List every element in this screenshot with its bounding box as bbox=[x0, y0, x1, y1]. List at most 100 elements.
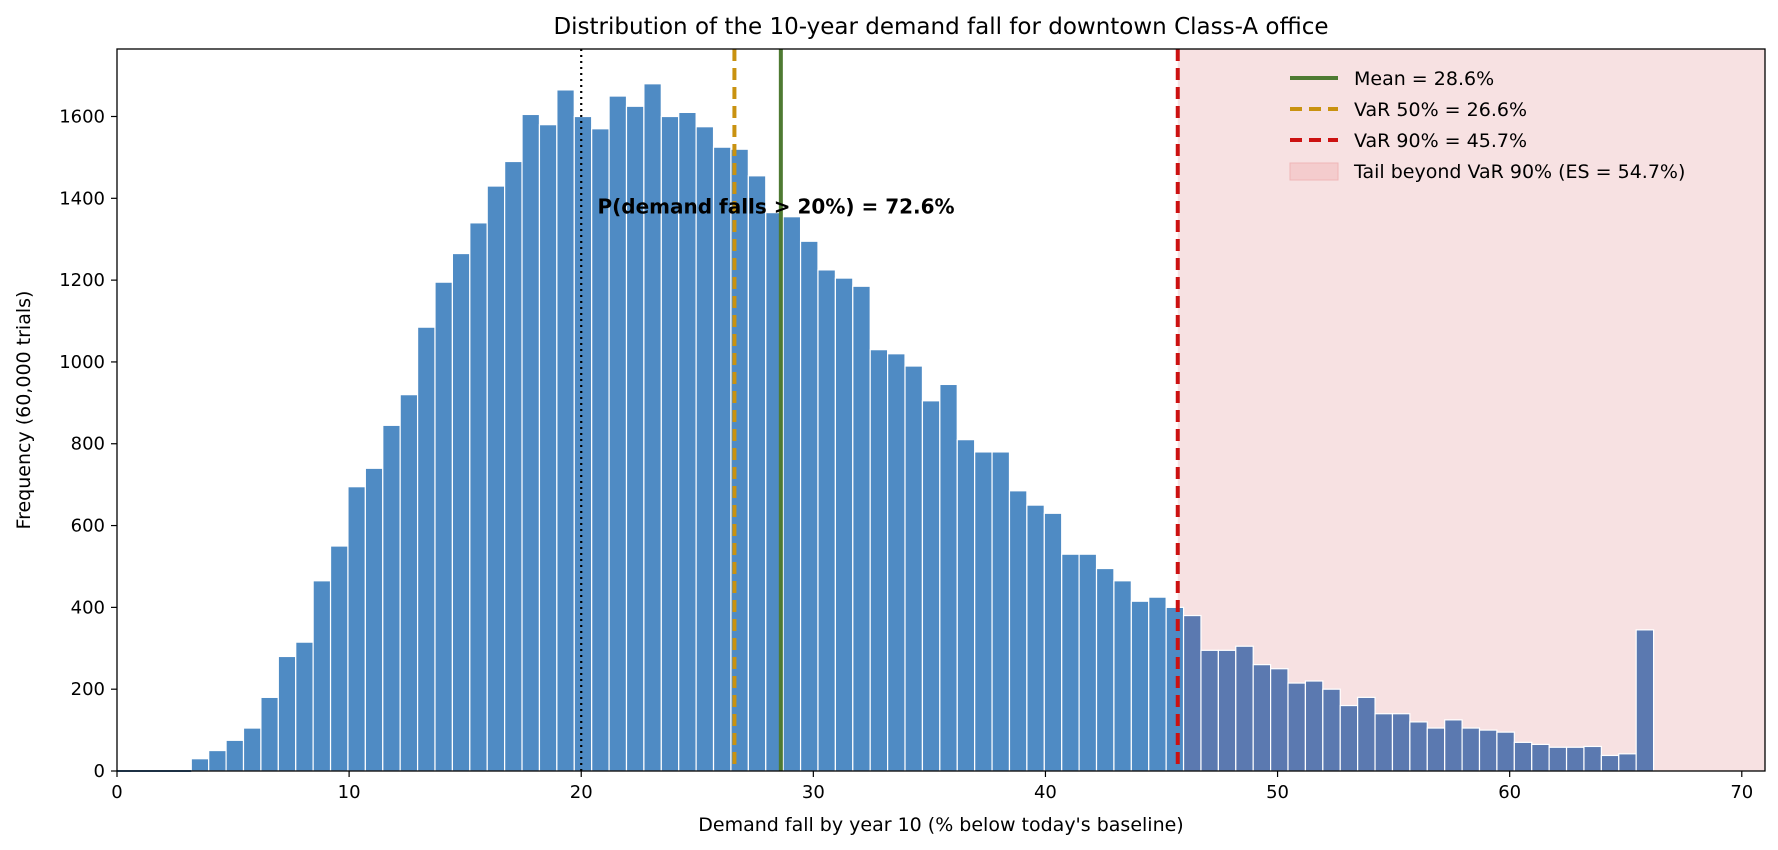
legend-label: VaR 50% = 26.6% bbox=[1354, 99, 1527, 121]
histogram-bar bbox=[1165, 606, 1185, 772]
histogram-bar bbox=[782, 216, 802, 772]
histogram-bar bbox=[799, 240, 819, 772]
histogram-bar bbox=[1357, 696, 1376, 772]
histogram-bar bbox=[399, 394, 419, 772]
histogram-bar bbox=[1426, 727, 1446, 772]
histogram-bar bbox=[834, 277, 854, 772]
histogram-bar bbox=[1513, 741, 1533, 772]
histogram-bar bbox=[1078, 553, 1098, 772]
legend-label: VaR 90% = 45.7% bbox=[1354, 130, 1527, 152]
histogram-bar bbox=[190, 758, 210, 772]
histogram-bar bbox=[242, 727, 262, 772]
histogram-bar bbox=[643, 83, 662, 772]
tail-region-layer bbox=[1177, 49, 1765, 771]
histogram-bar bbox=[1287, 682, 1307, 772]
histogram-bar bbox=[939, 383, 958, 772]
histogram-bar bbox=[1444, 719, 1463, 772]
histogram-bar bbox=[1600, 754, 1620, 772]
histogram-bar bbox=[295, 641, 314, 772]
histogram-bar bbox=[712, 146, 732, 772]
x-tick-label: 20 bbox=[570, 782, 593, 803]
x-tick-label: 0 bbox=[111, 782, 122, 803]
y-tick-label: 0 bbox=[94, 761, 105, 782]
probability-annotation: P(demand falls > 20%) = 72.6% bbox=[597, 194, 954, 218]
legend-label: Tail beyond VaR 90% (ES = 54.7%) bbox=[1353, 161, 1685, 183]
histogram-bar bbox=[1496, 731, 1515, 772]
histogram-bar bbox=[382, 424, 401, 772]
histogram-bar bbox=[1391, 713, 1411, 772]
histogram-bar bbox=[1061, 553, 1080, 772]
x-axis-label: Demand fall by year 10 (% below today's … bbox=[698, 814, 1183, 836]
histogram-bar bbox=[695, 126, 715, 772]
histogram-bar bbox=[521, 113, 541, 772]
histogram-bar bbox=[538, 124, 558, 772]
histogram-bar bbox=[1548, 746, 1568, 772]
y-tick-label: 200 bbox=[71, 679, 105, 700]
x-tick-label: 10 bbox=[338, 782, 361, 803]
histogram-bar bbox=[852, 285, 871, 772]
chart-title: Distribution of the 10-year demand fall … bbox=[553, 14, 1328, 40]
histogram-bar bbox=[451, 252, 471, 772]
histogram-bar bbox=[921, 400, 941, 772]
histogram-bar bbox=[260, 696, 279, 772]
histogram-bar bbox=[1200, 649, 1219, 772]
y-tick-label: 1200 bbox=[59, 270, 105, 291]
histogram-bar bbox=[1217, 649, 1237, 772]
y-tick-label: 600 bbox=[71, 516, 105, 537]
histogram-bar bbox=[1008, 490, 1028, 772]
histogram-bar bbox=[469, 222, 488, 772]
histogram-bar bbox=[1635, 629, 1655, 772]
histogram-bar bbox=[208, 749, 227, 772]
histogram-bar bbox=[1339, 704, 1359, 772]
histogram-bar bbox=[225, 739, 245, 772]
histogram-bar bbox=[1322, 688, 1341, 772]
histogram-bar bbox=[887, 353, 906, 772]
histogram-bar bbox=[1026, 504, 1045, 772]
legend-tail-swatch bbox=[1289, 162, 1339, 181]
y-tick-label: 400 bbox=[71, 597, 105, 618]
histogram-bar bbox=[486, 185, 506, 772]
histogram-bar bbox=[1304, 680, 1324, 772]
x-tick-label: 40 bbox=[1034, 782, 1057, 803]
histogram-bar bbox=[1043, 512, 1063, 772]
histogram-bar bbox=[504, 160, 523, 772]
legend: Mean = 28.6% VaR 50% = 26.6% VaR 90% = 45.… bbox=[1289, 68, 1685, 183]
histogram-bar bbox=[1461, 727, 1481, 772]
y-tick-label: 1600 bbox=[59, 106, 105, 127]
plot-frame bbox=[116, 48, 1766, 772]
histogram-bar bbox=[817, 269, 836, 772]
histogram-bar bbox=[1531, 743, 1550, 772]
histogram-bar bbox=[573, 115, 593, 772]
histogram-bar bbox=[1374, 713, 1394, 772]
histogram-bar bbox=[974, 451, 993, 772]
tail-shade bbox=[1177, 49, 1765, 771]
axes: 0 10 20 30 40 50 60 70 0 200 400 600 800 1000 1200 1400… bbox=[59, 48, 1766, 803]
histogram-bar bbox=[416, 326, 436, 772]
histogram-bar bbox=[364, 467, 384, 772]
histogram-bar bbox=[1113, 580, 1132, 772]
reference-lines bbox=[580, 49, 1180, 771]
histogram-bar bbox=[591, 128, 610, 772]
x-tick-label: 50 bbox=[1266, 782, 1289, 803]
histogram-bar bbox=[347, 486, 366, 772]
histogram-bar bbox=[904, 365, 924, 772]
legend-label: Mean = 28.6% bbox=[1354, 68, 1494, 90]
histogram-bar bbox=[1565, 746, 1585, 772]
y-tick-label: 1400 bbox=[59, 188, 105, 209]
histogram-bar bbox=[1478, 729, 1498, 772]
y-axis-label: Frequency (60,000 trials) bbox=[13, 291, 35, 530]
histogram-bar bbox=[1095, 567, 1115, 772]
histogram-bar bbox=[312, 580, 332, 772]
histogram-bar bbox=[556, 89, 575, 772]
x-tick-label: 30 bbox=[802, 782, 825, 803]
histogram-bar bbox=[1148, 596, 1167, 772]
histogram-bar bbox=[1235, 645, 1254, 772]
histogram-bar bbox=[434, 281, 454, 772]
histogram-bar bbox=[329, 545, 349, 772]
x-tick-label: 60 bbox=[1498, 782, 1521, 803]
histogram-bar bbox=[747, 175, 767, 772]
histogram-bar bbox=[956, 439, 976, 772]
y-tick-label: 1000 bbox=[59, 352, 105, 373]
histogram-bar bbox=[1252, 664, 1272, 772]
